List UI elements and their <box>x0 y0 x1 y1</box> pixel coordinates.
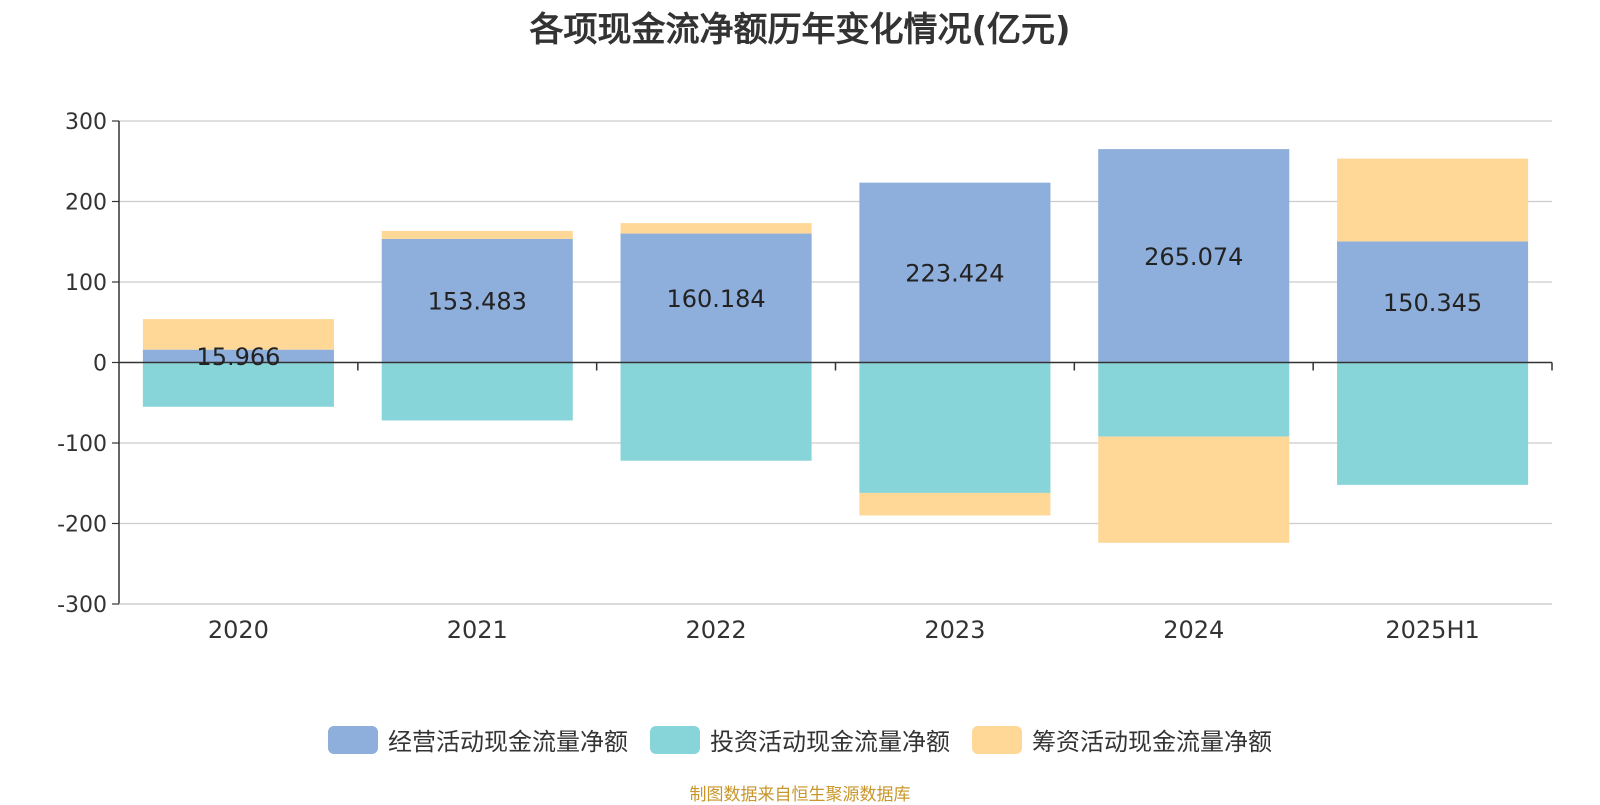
bar-operating-2020 <box>142 349 334 363</box>
bar-investing-2023 <box>859 362 1051 493</box>
y-tick-label: -200 <box>57 513 107 538</box>
axes: 300 200 100 0 -100 -200 -300 2020 2021 2022 2023 20… <box>57 110 1553 644</box>
y-tick-label: 100 <box>65 271 107 296</box>
data-labels: 15.966 153.483 160.184 223.424 265.074 150.34… <box>196 243 1482 371</box>
data-label: 153.483 <box>428 288 527 316</box>
legend-item-investing[interactable]: 投资活动现金流量净额 <box>650 722 950 757</box>
data-label: 265.074 <box>1144 243 1243 271</box>
source-note: 制图数据来自恒生聚源数据库 <box>689 785 911 805</box>
x-tick-label: 2024 <box>1163 616 1224 644</box>
y-tick-label: 200 <box>65 191 107 216</box>
y-tick-label: -300 <box>57 593 107 618</box>
bar-financing-2024 <box>1098 436 1290 543</box>
x-tick-label: 2021 <box>447 616 508 644</box>
legend-swatch-operating <box>328 725 378 754</box>
y-tick-label: 300 <box>65 110 107 135</box>
legend-swatch-financing <box>972 725 1022 754</box>
x-tick-label: 2022 <box>686 616 747 644</box>
bar-operating-2022 <box>620 233 812 363</box>
bar-investing-2020 <box>142 362 334 407</box>
bar-financing-2022 <box>620 223 812 234</box>
data-label: 160.184 <box>666 285 765 313</box>
chart-title: 各项现金流净额历年变化情况(亿元) <box>529 10 1071 50</box>
bar-financing-2023 <box>859 492 1051 516</box>
legend-label: 筹资活动现金流量净额 <box>1032 728 1272 756</box>
data-label: 15.966 <box>196 343 280 371</box>
legend-label: 经营活动现金流量净额 <box>388 728 628 756</box>
bar-operating-2025H1 <box>1337 241 1529 363</box>
data-label: 150.345 <box>1383 289 1482 317</box>
bar-operating-2024 <box>1098 149 1290 363</box>
bar-financing-2025H1 <box>1337 158 1529 242</box>
legend: 经营活动现金流量净额 投资活动现金流量净额 筹资活动现金流量净额 <box>0 722 1600 757</box>
bar-investing-2022 <box>620 362 812 461</box>
y-tick-label: 0 <box>93 352 107 377</box>
bars <box>142 149 1529 543</box>
legend-item-financing[interactable]: 筹资活动现金流量净额 <box>972 722 1272 757</box>
legend-label: 投资活动现金流量净额 <box>710 728 950 756</box>
x-tick-label: 2023 <box>924 616 985 644</box>
bar-financing-2020 <box>142 319 334 350</box>
bar-investing-2021 <box>381 362 573 421</box>
bar-investing-2025H1 <box>1337 362 1529 485</box>
x-tick-label: 2025H1 <box>1385 616 1479 644</box>
bar-operating-2023 <box>859 182 1051 363</box>
bar-investing-2024 <box>1098 362 1290 437</box>
legend-swatch-investing <box>650 725 700 754</box>
legend-item-operating[interactable]: 经营活动现金流量净额 <box>328 722 628 757</box>
bar-financing-2021 <box>381 230 573 239</box>
data-label: 223.424 <box>905 260 1004 288</box>
y-tick-label: -100 <box>57 432 107 457</box>
bar-operating-2021 <box>381 238 573 363</box>
x-tick-label: 2020 <box>208 616 269 644</box>
